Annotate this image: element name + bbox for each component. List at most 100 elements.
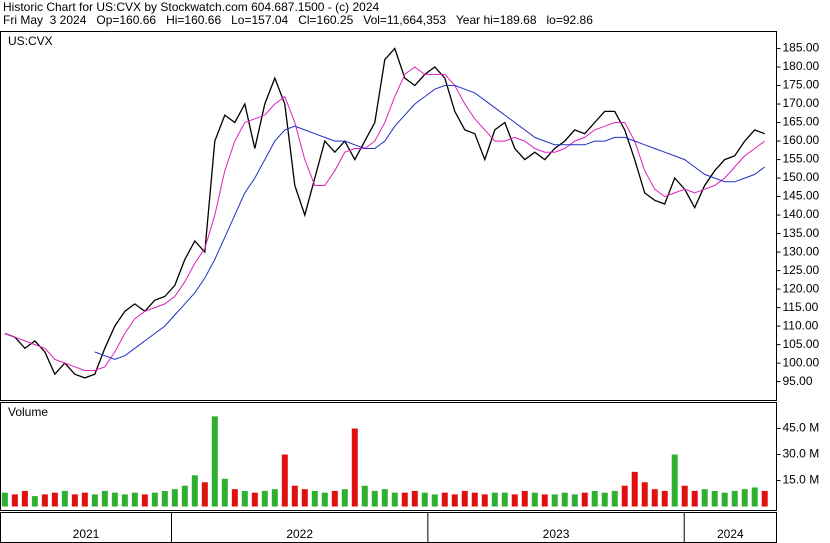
volume-tick-label: 45.0 M	[783, 421, 820, 435]
volume-bar	[541, 494, 548, 507]
price-line	[4, 66, 765, 371]
y-tick-label: 165.00	[783, 115, 820, 129]
y-tick-label: 135.00	[783, 226, 820, 240]
y-tick-label: 125.00	[783, 263, 820, 277]
volume-bar	[161, 490, 168, 507]
volume-bar	[121, 494, 128, 507]
volume-bar	[231, 489, 238, 507]
volume-bar	[691, 490, 698, 507]
volume-bar	[81, 492, 88, 507]
volume-bar	[621, 485, 628, 507]
price-panel	[0, 31, 777, 401]
y-tick-label: 180.00	[783, 59, 820, 73]
volume-bar	[731, 490, 738, 507]
volume-bar	[1, 492, 8, 507]
volume-bar	[401, 492, 408, 507]
volume-bar	[41, 494, 48, 507]
volume-bar	[331, 490, 338, 507]
y-tick-label: 100.00	[783, 355, 820, 369]
volume-bar	[611, 490, 618, 507]
volume-bar	[651, 489, 658, 507]
y-tick-label: 110.00	[783, 318, 819, 332]
volume-bar	[481, 494, 488, 507]
volume-bar	[681, 485, 688, 507]
volume-bar	[171, 489, 178, 507]
volume-bar	[361, 485, 368, 507]
volume-bar	[321, 492, 328, 507]
volume-bar	[91, 494, 98, 507]
volume-bar	[181, 485, 188, 507]
y-tick-label: 130.00	[783, 244, 820, 258]
y-tick-label: 185.00	[783, 41, 820, 55]
x-tick-label: 2021	[73, 527, 100, 541]
volume-bar	[201, 482, 208, 507]
volume-bar	[521, 490, 528, 507]
volume-bar	[741, 489, 748, 507]
price-line	[94, 85, 765, 360]
volume-bar	[271, 489, 278, 507]
volume-bar	[501, 492, 508, 507]
volume-bar	[301, 489, 308, 507]
volume-bar	[711, 490, 718, 507]
x-tick-label: 2023	[543, 527, 570, 541]
volume-bar	[721, 492, 728, 507]
volume-bar	[571, 494, 578, 507]
y-tick-label: 160.00	[783, 133, 820, 147]
volume-bar	[311, 490, 318, 507]
volume-bar	[421, 492, 428, 507]
volume-tick-label: 15.0 M	[783, 473, 820, 487]
volume-bar	[261, 490, 268, 507]
y-tick-label: 150.00	[783, 170, 820, 184]
volume-bar	[11, 494, 18, 507]
volume-bar	[131, 492, 138, 507]
volume-bar	[141, 494, 148, 507]
y-tick-label: 175.00	[783, 78, 820, 92]
x-tick-label: 2022	[286, 527, 313, 541]
volume-bar	[191, 475, 198, 507]
volume-bar	[751, 487, 758, 507]
x-tick-label: 2024	[717, 527, 744, 541]
volume-bar	[581, 492, 588, 507]
y-tick-label: 155.00	[783, 152, 820, 166]
volume-bar	[31, 496, 38, 507]
volume-bar	[411, 490, 418, 507]
volume-bar	[661, 490, 668, 507]
volume-bar	[151, 492, 158, 507]
y-tick-label: 105.00	[783, 337, 820, 351]
volume-bar	[241, 490, 248, 507]
volume-label: Volume	[8, 405, 48, 419]
volume-bar	[641, 482, 648, 507]
volume-bar	[471, 492, 478, 507]
y-tick-label: 145.00	[783, 189, 820, 203]
volume-tick-label: 30.0 M	[783, 447, 820, 461]
volume-bar	[101, 490, 108, 507]
volume-bar	[431, 494, 438, 507]
volume-bar	[491, 492, 498, 507]
y-tick-label: 95.00	[783, 374, 813, 388]
volume-bar	[631, 471, 638, 507]
volume-bar	[61, 490, 68, 507]
volume-bar	[551, 494, 558, 507]
volume-bar	[21, 490, 28, 507]
chart-subtitle: Fri May 3 2024 Op=160.66 Hi=160.66 Lo=15…	[3, 13, 593, 27]
y-tick-label: 120.00	[783, 281, 820, 295]
symbol-label: US:CVX	[8, 34, 53, 48]
volume-bar	[671, 454, 678, 507]
volume-bar	[251, 492, 258, 507]
volume-bar	[221, 478, 228, 507]
volume-panel	[0, 402, 777, 511]
volume-bar	[211, 416, 218, 507]
volume-bar	[761, 490, 768, 507]
volume-bar	[341, 489, 348, 507]
volume-bar	[451, 494, 458, 507]
volume-bar	[371, 490, 378, 507]
price-line	[4, 47, 765, 379]
volume-bar	[391, 492, 398, 507]
volume-bar	[291, 485, 298, 507]
volume-bar	[281, 454, 288, 507]
volume-bar	[601, 492, 608, 507]
volume-bar	[461, 490, 468, 507]
volume-bar	[381, 489, 388, 507]
